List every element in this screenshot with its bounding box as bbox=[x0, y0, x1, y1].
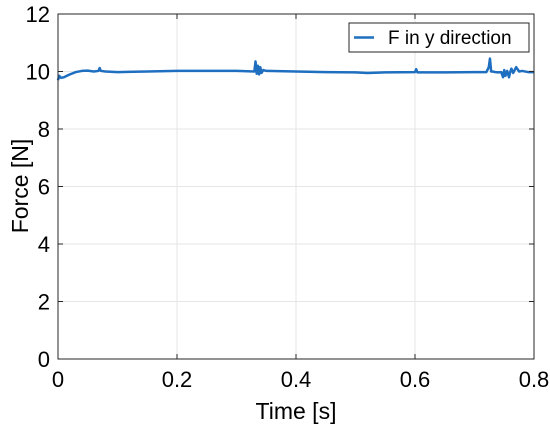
y-tick-label: 2 bbox=[38, 290, 50, 315]
x-tick-label: 0.2 bbox=[162, 367, 193, 392]
series-line bbox=[56, 57, 534, 81]
x-axis-label: Time [s] bbox=[256, 398, 337, 424]
x-tick-label: 0 bbox=[52, 367, 64, 392]
legend: F in y direction bbox=[348, 22, 530, 53]
y-tick-label: 8 bbox=[38, 117, 50, 142]
y-tick-label: 0 bbox=[38, 347, 50, 372]
y-tick-label: 4 bbox=[38, 232, 50, 257]
series-layer bbox=[56, 57, 534, 81]
legend-box bbox=[348, 22, 530, 53]
x-tick-label: 0.4 bbox=[281, 367, 312, 392]
y-tick-label: 10 bbox=[26, 60, 50, 85]
y-tick-label: 12 bbox=[26, 2, 50, 27]
tick-labels: 0 0.2 0.4 0.6 0.8 0 2 4 6 8 10 12 bbox=[26, 2, 550, 392]
ticks bbox=[57, 13, 535, 360]
y-tick-label: 6 bbox=[38, 175, 50, 200]
y-axis-label: Force [N] bbox=[7, 139, 33, 234]
x-tick-label: 0.6 bbox=[400, 367, 431, 392]
legend-label: F in y direction bbox=[388, 28, 512, 49]
x-tick-label: 0.8 bbox=[519, 367, 550, 392]
